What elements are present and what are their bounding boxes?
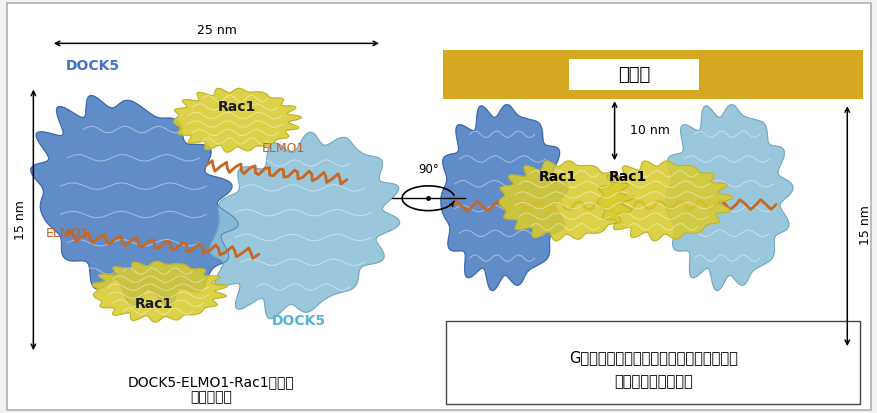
Polygon shape	[92, 261, 227, 322]
Text: ELMO1: ELMO1	[261, 142, 304, 155]
Polygon shape	[597, 161, 732, 241]
Text: Rac1: Rac1	[608, 170, 646, 184]
Polygon shape	[31, 95, 238, 306]
Text: 15 nm: 15 nm	[858, 205, 871, 245]
Bar	[568, 59, 698, 90]
Text: DOCK5: DOCK5	[272, 314, 326, 328]
Text: Rac1: Rac1	[538, 170, 576, 184]
Polygon shape	[440, 104, 567, 291]
Text: 90°: 90°	[417, 163, 438, 176]
Text: （二量体）: （二量体）	[189, 390, 232, 404]
Text: Gタンパク質の細胞膜への局在化に関わる: Gタンパク質の細胞膜への局在化に関わる	[568, 350, 737, 365]
Text: 細胞膜: 細胞膜	[617, 66, 649, 84]
Text: Rac1: Rac1	[217, 100, 256, 114]
Text: 15 nm: 15 nm	[14, 200, 26, 240]
Polygon shape	[210, 132, 399, 319]
Text: DOCK5-ELMO1-Rac1複合体: DOCK5-ELMO1-Rac1複合体	[127, 375, 294, 389]
Text: 25 nm: 25 nm	[196, 24, 237, 37]
Text: ELMO1: ELMO1	[46, 227, 89, 240]
Bar	[443, 50, 862, 99]
Polygon shape	[665, 104, 792, 291]
Polygon shape	[499, 161, 634, 241]
Text: 分子構造動態の解析: 分子構造動態の解析	[613, 375, 692, 389]
Polygon shape	[174, 88, 301, 152]
Text: Rac1: Rac1	[134, 297, 173, 311]
Text: DOCK5: DOCK5	[66, 59, 120, 73]
Bar	[446, 321, 859, 404]
Text: 10 nm: 10 nm	[630, 124, 669, 138]
